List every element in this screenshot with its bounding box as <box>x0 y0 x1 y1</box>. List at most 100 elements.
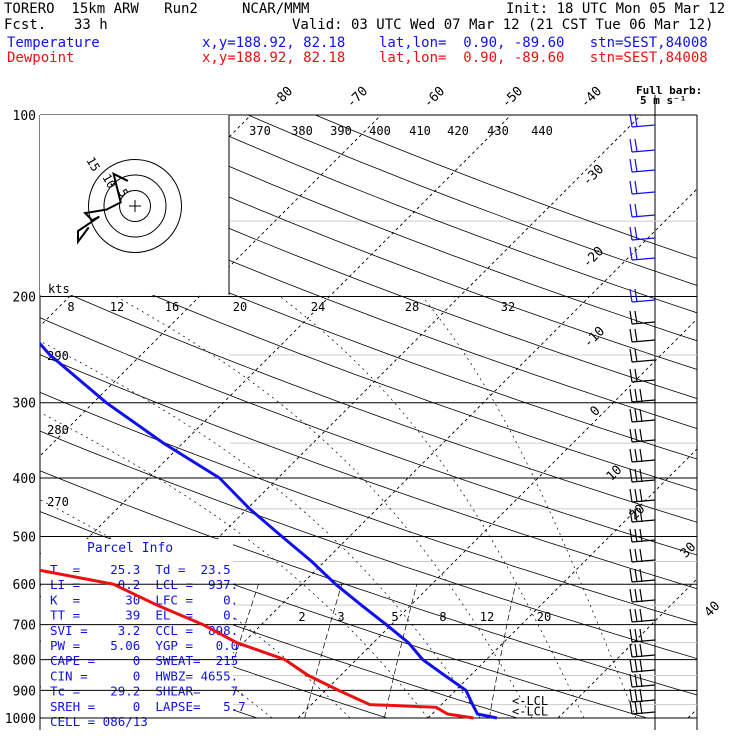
moist-adiabat-line <box>422 296 637 719</box>
wind-barb-feather <box>639 488 643 503</box>
wind-barb-feather <box>634 488 638 503</box>
wind-barb-feather <box>634 700 638 715</box>
pressure-tick-label: 100 <box>13 109 36 124</box>
barb-legend-label: Full barb: <box>636 84 702 97</box>
isotherm-label: -50 <box>499 84 526 111</box>
wind-barb-feather <box>629 643 633 658</box>
wind-barb <box>629 488 656 503</box>
wind-barb-feather <box>629 508 633 523</box>
wind-barb-feather <box>639 588 643 603</box>
wind-barb-feather <box>634 388 638 403</box>
wind-barb <box>629 568 656 583</box>
wind-barb-shaft <box>631 579 656 583</box>
wind-barb-feather <box>634 673 638 688</box>
wind-barb-shaft <box>631 639 656 643</box>
wind-barb-feather <box>634 658 638 673</box>
wind-barb <box>629 408 656 423</box>
pressure-tick-label: 300 <box>13 397 36 412</box>
wind-barb <box>629 203 656 218</box>
dry-adiabat-line <box>40 211 697 460</box>
barb-legend-unit: 5 m s⁻¹ <box>640 94 686 107</box>
parcel-row: CAPE = 0 SWEAT= 215 <box>50 653 238 668</box>
wind-barb <box>629 448 656 463</box>
wind-barb <box>629 368 656 383</box>
wind-barb-shaft <box>631 479 656 483</box>
wind-barb-shaft <box>631 237 656 241</box>
wind-barb-feather <box>639 608 643 623</box>
wind-barb <box>629 688 656 703</box>
temperature-profile <box>40 341 498 720</box>
temperature-location: x,y=188.92, 82.18 lat,lon= 0.90, -89.60 … <box>202 35 708 51</box>
wind-barb-feather <box>634 588 638 603</box>
wind-barb-feather <box>639 673 643 688</box>
wind-barb-feather <box>634 608 638 623</box>
mixing-ratio-label: 12 <box>480 610 494 624</box>
pressure-tick-label: 700 <box>13 619 36 634</box>
wind-barb-feather <box>634 688 638 703</box>
wind-barb-feather <box>629 700 633 715</box>
wind-barb-feather <box>629 310 633 325</box>
dewpoint-location: x,y=188.92, 82.18 lat,lon= 0.90, -89.60 … <box>202 50 708 66</box>
wind-barb-feather <box>629 388 633 403</box>
dry-adiabat-line <box>40 281 697 523</box>
wind-barb-feather <box>634 643 638 658</box>
isotherm-label: -20 <box>580 244 607 271</box>
hodograph-units-label: kts <box>48 282 70 296</box>
dry-adiabat-line <box>46 115 697 370</box>
theta-label: 370 <box>249 124 271 138</box>
parcel-box-background <box>41 539 233 730</box>
wind-barb <box>629 658 656 673</box>
wind-barb-feather <box>629 348 633 363</box>
fcst-hours: 33 h <box>74 17 108 33</box>
pressure-tick-label: 400 <box>13 472 36 487</box>
wind-barb-feather <box>634 310 638 325</box>
wind-barb-feather <box>629 588 633 603</box>
wind-barb-feather <box>629 608 633 623</box>
isotherm-label: 0 <box>587 403 603 419</box>
wind-barb-shaft <box>631 379 656 383</box>
model-title: TORERO 15km ARW Run2 <box>4 1 198 17</box>
wind-barb <box>629 113 656 128</box>
wind-scale-label: 12 <box>110 300 124 314</box>
wind-barb-feather <box>629 368 633 383</box>
isotherm-line <box>167 188 697 719</box>
wind-barb-feather <box>634 226 638 241</box>
wind-barb-feather <box>634 448 638 463</box>
mixing-ratio-line <box>383 584 418 719</box>
wind-barb-feather <box>639 388 643 403</box>
wind-barb <box>629 548 656 563</box>
wind-scale-label: 28 <box>405 300 419 314</box>
wind-barb <box>629 608 656 623</box>
wind-barb-shaft <box>631 321 656 325</box>
moist-adiabat-line <box>40 340 481 719</box>
hodograph-ring <box>103 174 167 238</box>
parcel-row: CIN = 0 HWBZ= 4655. <box>50 668 238 683</box>
isotherm-line <box>297 318 697 719</box>
wind-barb-feather <box>639 428 643 443</box>
wind-barb <box>629 508 656 523</box>
isotherm-label: 40 <box>702 599 724 621</box>
wind-barb-shaft <box>631 654 656 658</box>
wind-barb <box>629 528 656 543</box>
wind-barb-feather <box>634 408 638 423</box>
wind-barb-shaft <box>631 399 656 403</box>
dry-adiabat-line <box>40 354 697 590</box>
wind-barb-feather <box>634 180 638 195</box>
isotherm-line <box>557 578 697 719</box>
parcel-row: SREH = 0 LAPSE= 5.7 <box>50 699 246 714</box>
wind-barb-feather <box>634 428 638 443</box>
wind-barb-shaft <box>631 539 656 543</box>
wind-barb-feather <box>629 673 633 688</box>
wind-barb <box>629 628 656 643</box>
wind-barb-shaft <box>631 669 656 673</box>
init-time: Init: 18 UTC Mon 05 Mar 12 <box>506 1 726 17</box>
wind-barb-feather <box>629 158 633 173</box>
wind-barb-feather <box>634 288 638 303</box>
mixing-ratio-label: 3 <box>337 610 344 624</box>
lcl-label: <-LCL <box>512 704 548 718</box>
parcel-row: Tc = 29.2 SHEAR= 7. <box>50 684 246 699</box>
wind-barb-shaft <box>631 169 656 173</box>
wind-barb-feather <box>629 628 633 643</box>
isotherm-line <box>687 708 697 719</box>
